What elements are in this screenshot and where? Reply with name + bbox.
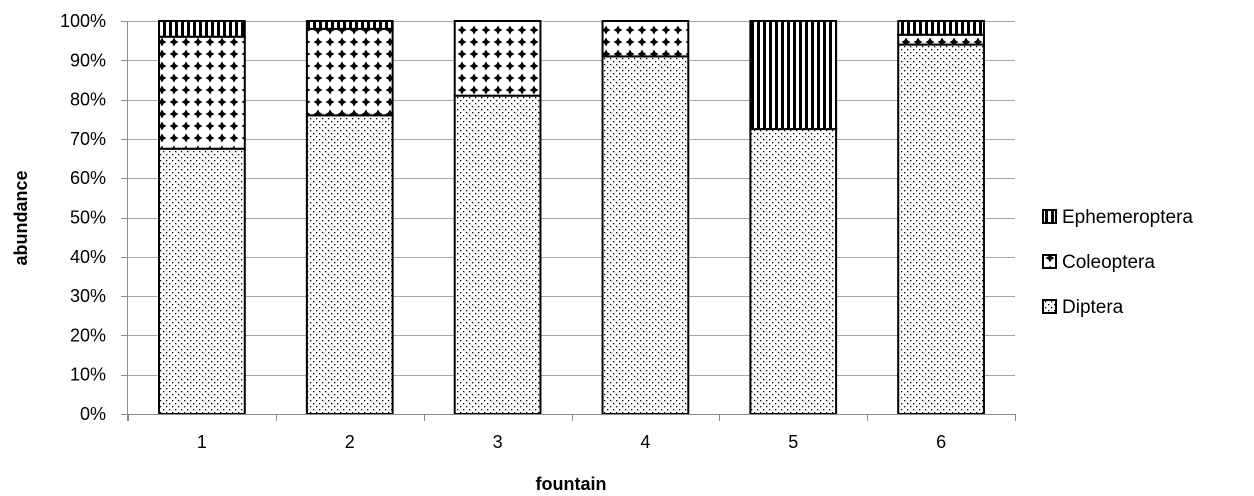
y-tick-label: 50% <box>70 208 106 228</box>
x-axis-title: fountain <box>536 474 607 494</box>
y-tick-label: 100% <box>60 11 106 31</box>
x-tick-labels: 1 2 3 4 5 6 <box>197 432 946 452</box>
y-tick-label: 20% <box>70 325 106 345</box>
legend-label: Coleoptera <box>1062 252 1155 273</box>
bar-segment-coleoptera <box>158 35 246 150</box>
y-tick-label: 30% <box>70 286 106 306</box>
legend-item-diptera: Diptera <box>1042 297 1124 318</box>
bar-segment-ephemeroptera <box>749 20 838 131</box>
bar-segment-diptera <box>749 128 838 415</box>
x-tick-label: 5 <box>788 432 798 452</box>
bar-segment-diptera <box>897 43 985 416</box>
x-tick-label: 2 <box>345 432 355 452</box>
bar-segment-diptera <box>158 147 246 415</box>
x-tick-label: 4 <box>640 432 650 452</box>
x-tick-label: 1 <box>197 432 207 452</box>
y-tick-label: 90% <box>70 50 106 70</box>
x-tick-label: 6 <box>936 432 946 452</box>
legend-swatch <box>1042 299 1057 314</box>
legend-label: Diptera <box>1062 297 1124 318</box>
legend-label: Ephemeroptera <box>1062 207 1193 228</box>
axes <box>121 21 1016 421</box>
bar-segment-diptera <box>453 94 542 415</box>
bar-segment-ephemeroptera <box>158 20 246 38</box>
legend-swatch <box>1042 209 1057 224</box>
y-tick-label: 10% <box>70 365 106 385</box>
legend: Ephemeroptera Coleoptera Diptera <box>1042 207 1193 318</box>
bar-segment-coleoptera <box>601 20 690 58</box>
bar-segment-coleoptera <box>305 27 394 117</box>
x-tick-label: 3 <box>493 432 503 452</box>
legend-item-ephemeroptera: Ephemeroptera <box>1042 207 1193 228</box>
y-tick-label: 40% <box>70 247 106 267</box>
gridlines <box>128 21 1015 376</box>
y-tick-labels: 0% 10% 20% 30% 40% 50% 60% 70% 80% 90% 100% <box>60 11 106 424</box>
bar-segment-coleoptera <box>453 20 542 97</box>
y-tick-label: 0% <box>80 404 106 424</box>
bar-segment-ephemeroptera <box>305 20 394 30</box>
bar-segment-coleoptera <box>897 33 985 46</box>
legend-item-coleoptera: Coleoptera <box>1042 252 1155 273</box>
bar-segment-ephemeroptera <box>897 20 985 36</box>
bar-segment-diptera <box>601 55 690 416</box>
y-tick-label: 70% <box>70 129 106 149</box>
bar-segment-diptera <box>305 114 394 415</box>
y-axis-title: abundance <box>11 170 31 265</box>
bars <box>158 20 985 416</box>
y-tick-label: 80% <box>70 90 106 110</box>
y-tick-label: 60% <box>70 168 106 188</box>
legend-swatch <box>1042 254 1057 269</box>
